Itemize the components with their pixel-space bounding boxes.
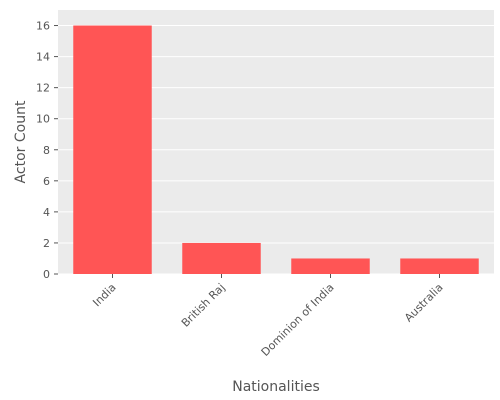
x-axis-ticks: India British Raj Dominion of India Austral… [90,274,446,359]
x-tick-label: Australia [402,281,446,325]
y-tick-label: 16 [36,20,50,33]
y-tick-label: 10 [36,113,50,126]
bar [73,25,152,274]
y-axis-ticks: 0 2 4 6 8 10 12 14 16 [36,20,58,281]
bar [400,258,479,274]
y-axis-label: Actor Count [13,100,29,183]
x-axis-label: Nationalities [232,379,320,395]
bar [182,242,261,274]
y-tick-label: 8 [43,144,50,157]
y-tick-label: 4 [43,206,50,219]
x-tick-label: India [90,281,118,309]
bars [73,25,479,274]
y-tick-label: 0 [43,268,50,281]
y-tick-label: 2 [43,237,50,250]
bar [291,258,370,274]
x-tick-label: Dominion of India [259,281,337,359]
y-tick-label: 14 [36,51,50,64]
x-tick-label: British Raj [179,281,228,330]
y-tick-label: 6 [43,175,50,188]
y-tick-label: 12 [36,82,50,95]
